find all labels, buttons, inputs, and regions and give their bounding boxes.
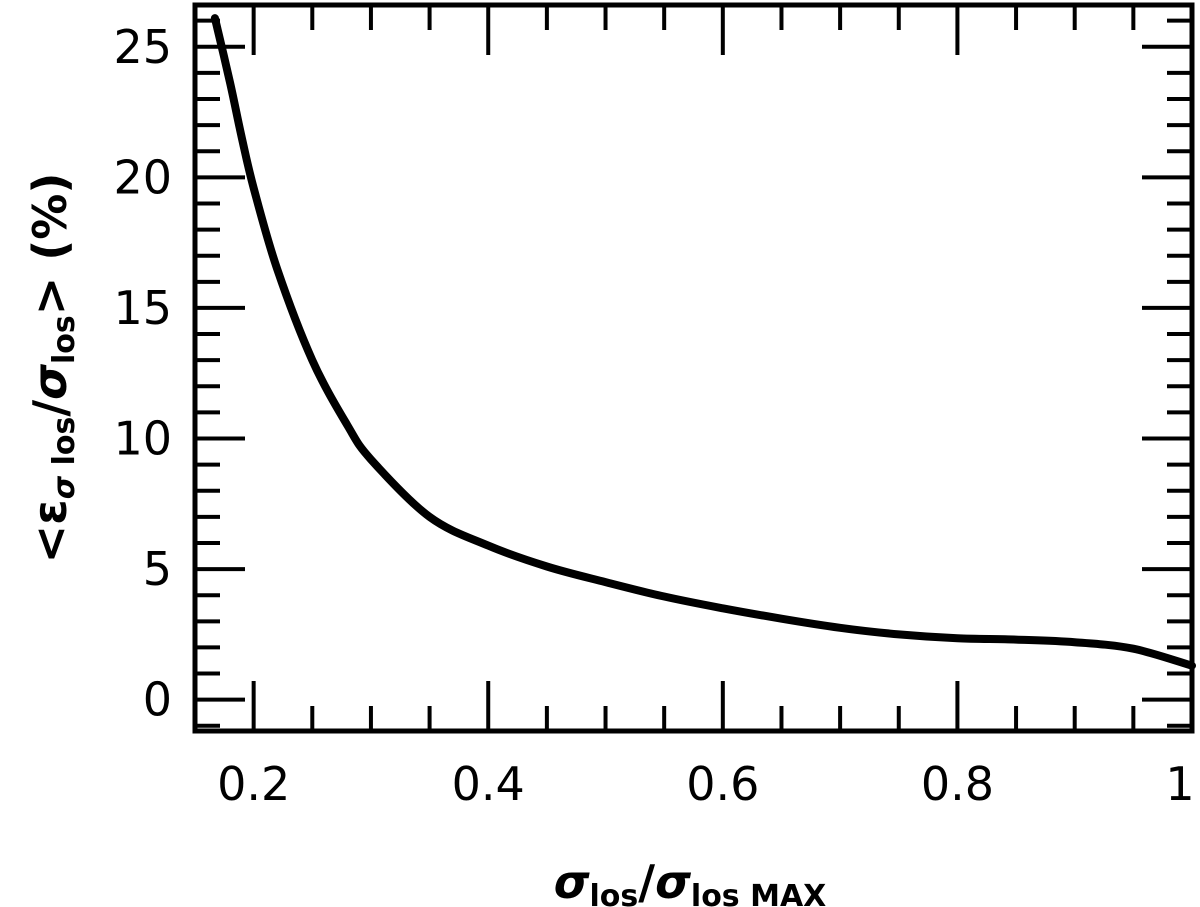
x-axis-label: σlos/σlos MAX: [554, 855, 827, 907]
y-tick-label: 10: [113, 412, 172, 466]
y-label-slash: /: [23, 400, 77, 417]
y-label-open: <: [23, 525, 77, 564]
series-curve: [210, 14, 1196, 670]
y-tick-label: 15: [113, 281, 172, 335]
y-label-close: >: [23, 277, 77, 316]
x-tick-label: 0.8: [921, 757, 994, 811]
y-tick-label: 0: [143, 673, 172, 727]
x-label-slash: /: [638, 855, 655, 907]
x-tick-label: 0.6: [686, 757, 759, 811]
x-label-sub1: los: [590, 879, 639, 907]
y-axis-label: <εσ los/σlos> (%): [23, 173, 82, 564]
y-label-symbol2: σ: [23, 364, 77, 400]
ticks: [193, 5, 1194, 731]
y-label-symbol: ε: [23, 499, 77, 525]
x-tick-label: 0.4: [452, 757, 525, 811]
y-tick-label: 20: [113, 150, 172, 204]
y-label-sub-text: los: [47, 417, 82, 476]
x-label-symbol: σ: [554, 855, 590, 907]
y-label-unit: (%): [23, 173, 77, 277]
x-tick-label: 1: [1165, 757, 1194, 811]
plot-frame: [192, 2, 1195, 734]
y-tick-label: 25: [113, 20, 172, 74]
x-tick-label: 0.2: [217, 757, 290, 811]
y-label-sub-symbol: σ: [47, 475, 82, 499]
y-tick-label: 5: [143, 542, 172, 596]
x-label-symbol2: σ: [655, 855, 691, 907]
x-label-sub2: los MAX: [691, 879, 826, 907]
y-label-sub2: los: [47, 315, 82, 364]
